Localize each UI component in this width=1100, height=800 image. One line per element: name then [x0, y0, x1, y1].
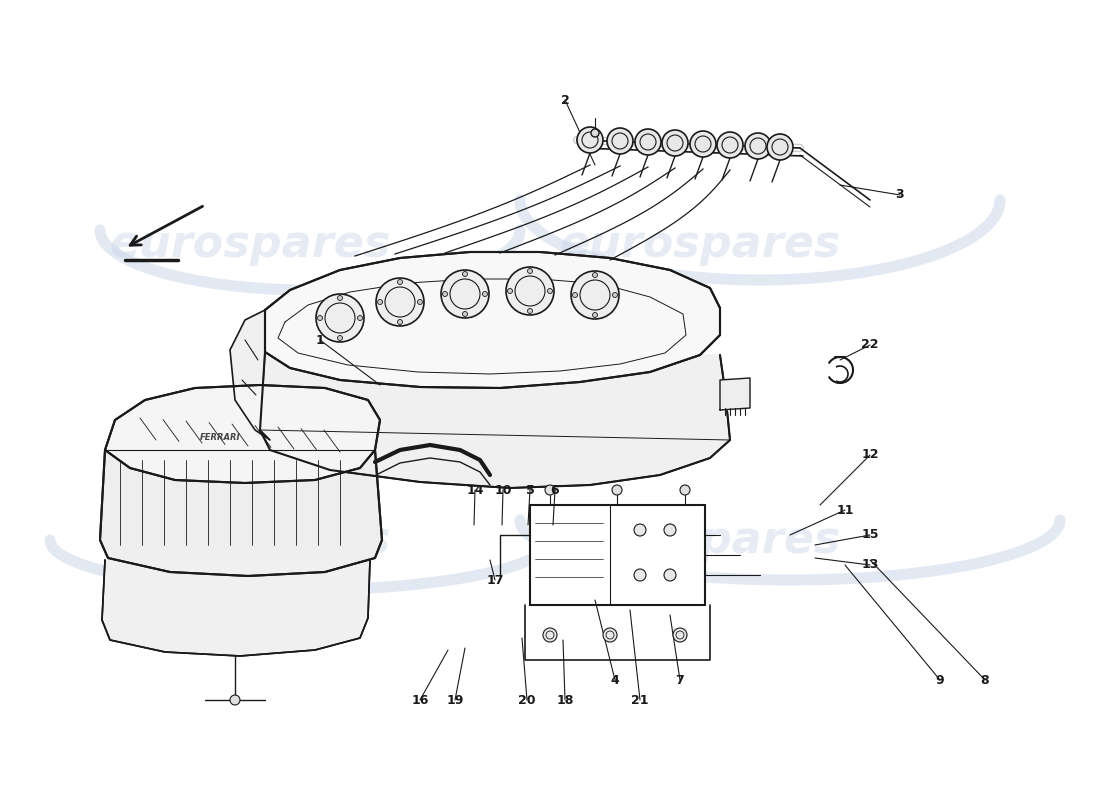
Text: 5: 5 — [526, 483, 535, 497]
Circle shape — [664, 524, 676, 536]
Circle shape — [442, 291, 448, 297]
Text: 7: 7 — [675, 674, 684, 686]
Text: 9: 9 — [936, 674, 944, 686]
Text: eurospares: eurospares — [109, 223, 390, 266]
Text: eurospares: eurospares — [559, 518, 840, 562]
Circle shape — [230, 695, 240, 705]
Circle shape — [662, 130, 688, 156]
Circle shape — [377, 299, 383, 305]
Circle shape — [578, 127, 603, 153]
Text: 12: 12 — [861, 449, 879, 462]
Text: 19: 19 — [447, 694, 464, 706]
Text: 3: 3 — [895, 189, 904, 202]
Circle shape — [316, 294, 364, 342]
Text: 8: 8 — [981, 674, 989, 686]
Text: eurospares: eurospares — [559, 223, 840, 266]
Text: 15: 15 — [861, 529, 879, 542]
Text: FERRARI: FERRARI — [200, 433, 240, 442]
Circle shape — [441, 270, 490, 318]
Circle shape — [571, 271, 619, 319]
Circle shape — [397, 319, 403, 325]
Circle shape — [462, 311, 468, 317]
Circle shape — [593, 313, 597, 318]
Circle shape — [544, 485, 556, 495]
Circle shape — [548, 289, 552, 294]
Text: 11: 11 — [836, 503, 854, 517]
Text: 22: 22 — [861, 338, 879, 351]
Text: 16: 16 — [411, 694, 429, 706]
Circle shape — [767, 134, 793, 160]
Circle shape — [572, 293, 578, 298]
Circle shape — [528, 309, 532, 314]
Text: 2: 2 — [561, 94, 570, 106]
Circle shape — [483, 291, 487, 297]
Circle shape — [603, 628, 617, 642]
Circle shape — [507, 289, 513, 294]
Circle shape — [634, 569, 646, 581]
Circle shape — [664, 569, 676, 581]
FancyBboxPatch shape — [530, 505, 705, 605]
Circle shape — [376, 278, 424, 326]
Circle shape — [418, 299, 422, 305]
Polygon shape — [104, 385, 379, 483]
Text: 21: 21 — [631, 694, 649, 706]
Circle shape — [717, 132, 743, 158]
Text: 14: 14 — [466, 483, 484, 497]
Polygon shape — [230, 310, 270, 440]
Circle shape — [358, 315, 363, 321]
Circle shape — [673, 628, 688, 642]
Text: 17: 17 — [486, 574, 504, 586]
Circle shape — [634, 524, 646, 536]
Circle shape — [613, 293, 617, 298]
Text: 13: 13 — [861, 558, 879, 571]
Circle shape — [690, 131, 716, 157]
Circle shape — [607, 128, 632, 154]
Circle shape — [680, 485, 690, 495]
Text: 4: 4 — [610, 674, 619, 686]
Text: 6: 6 — [551, 483, 559, 497]
Circle shape — [397, 279, 403, 285]
Polygon shape — [260, 352, 730, 488]
Circle shape — [318, 315, 322, 321]
Circle shape — [591, 129, 600, 137]
Circle shape — [528, 269, 532, 274]
Polygon shape — [265, 252, 720, 388]
Polygon shape — [102, 560, 370, 656]
Polygon shape — [720, 378, 750, 410]
Circle shape — [462, 271, 468, 277]
Circle shape — [338, 295, 342, 301]
Text: 10: 10 — [494, 483, 512, 497]
Text: 20: 20 — [518, 694, 536, 706]
Text: 1: 1 — [316, 334, 324, 346]
Polygon shape — [100, 450, 382, 576]
Circle shape — [745, 133, 771, 159]
Text: 18: 18 — [557, 694, 574, 706]
Circle shape — [593, 273, 597, 278]
Circle shape — [612, 485, 621, 495]
Circle shape — [506, 267, 554, 315]
Circle shape — [338, 335, 342, 341]
Text: eurospares: eurospares — [109, 518, 390, 562]
Circle shape — [635, 129, 661, 155]
Circle shape — [543, 628, 557, 642]
